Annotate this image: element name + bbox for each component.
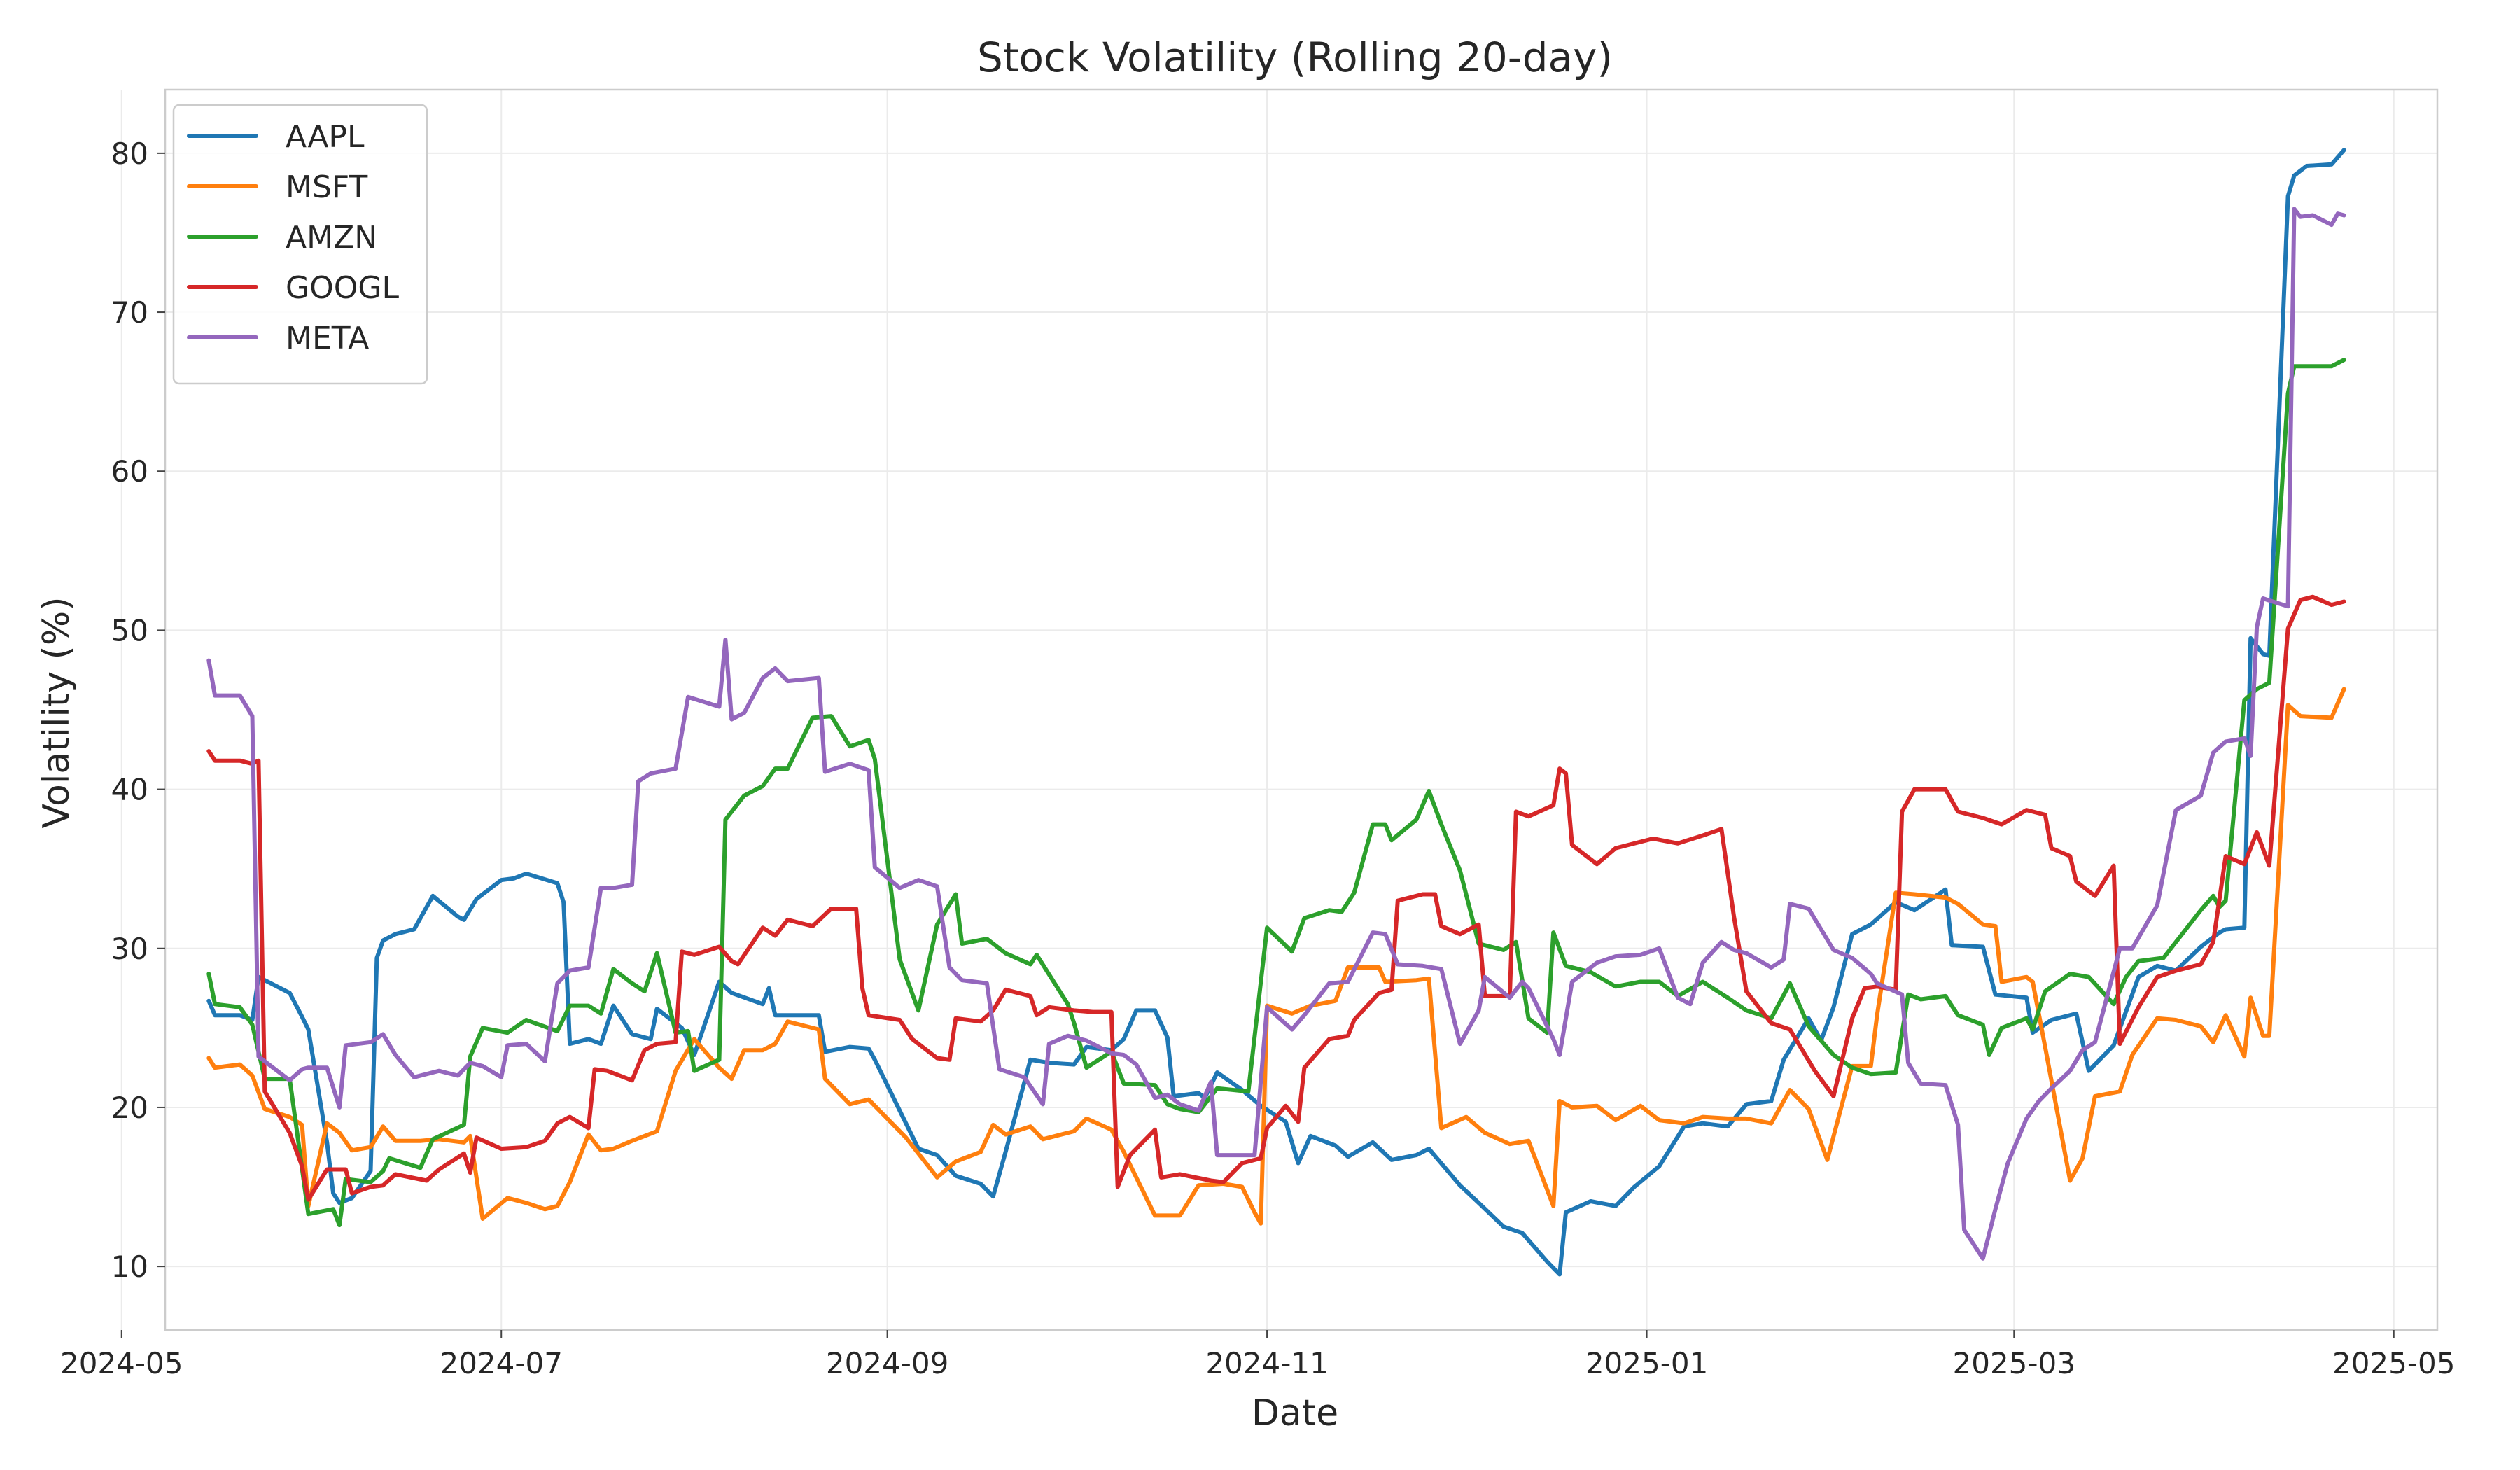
x-axis-ticks: 2024-05 2024-07 2024-09 2024-11 2025-01 2025-… [60, 1330, 2456, 1380]
x-tick-label: 2024-09 [826, 1346, 949, 1380]
x-tick-label: 2025-05 [2332, 1346, 2456, 1380]
y-tick-label: 30 [111, 932, 148, 966]
legend: AAPL MSFT AMZN GOOGL META [172, 104, 428, 385]
y-tick-label: 80 [111, 136, 148, 171]
series-line-googl [206, 594, 2346, 1202]
x-tick-label: 2024-11 [1205, 1346, 1329, 1380]
x-tick-label: 2024-05 [60, 1346, 183, 1380]
series-line-meta [206, 206, 2346, 1261]
legend-label: MSFT [286, 169, 368, 205]
series-line-msft [206, 687, 2346, 1226]
y-tick-label: 10 [111, 1250, 148, 1284]
y-tick-label: 50 [111, 613, 148, 648]
plot-frame [164, 88, 2439, 1331]
legend-label: AMZN [286, 220, 377, 255]
x-tick-label: 2025-03 [1953, 1346, 2076, 1380]
legend-box [172, 104, 428, 385]
y-tick-label: 70 [111, 295, 148, 330]
series-line-amzn [206, 358, 2346, 1228]
x-tick-label: 2025-01 [1586, 1346, 1709, 1380]
legend-label: GOOGL [286, 270, 399, 306]
y-axis-ticks: 10 20 30 40 50 60 70 80 [111, 136, 165, 1284]
legend-label: AAPL [286, 119, 365, 155]
y-tick-label: 40 [111, 773, 148, 807]
chart-title: Stock Volatility (Rolling 20-day) [977, 34, 1613, 81]
x-tick-label: 2024-07 [440, 1346, 563, 1380]
x-axis-label: Date [1252, 1392, 1338, 1434]
grid [120, 90, 2437, 1330]
plot-series [206, 148, 2346, 1277]
y-axis-label: Volatility (%) [36, 596, 78, 828]
y-tick-label: 20 [111, 1091, 148, 1125]
y-tick-label: 60 [111, 454, 148, 489]
series-line-aapl [206, 148, 2346, 1277]
legend-label: META [286, 321, 369, 356]
